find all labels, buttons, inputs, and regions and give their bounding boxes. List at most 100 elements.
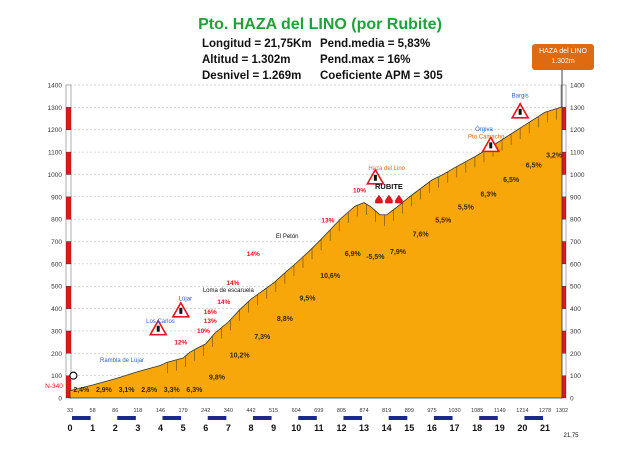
km-altitude-label: 1302 [556, 408, 568, 414]
y-tick-label-right: 900 [570, 194, 581, 201]
x-tick-label: 1 [90, 423, 95, 433]
segment-gradient-label: -5,5% [366, 254, 385, 261]
y-tick-label-left: 1300 [48, 105, 63, 112]
y-tick-label-right: 400 [570, 306, 581, 313]
x-tick-label: 3 [135, 423, 140, 433]
y-tick-label-right: 700 [570, 239, 581, 246]
km-altitude-label: 1030 [448, 408, 460, 414]
y-tick-label-left: 600 [51, 261, 62, 268]
km-altitude-label: 86 [112, 408, 118, 414]
max-slope-label: 10% [353, 187, 366, 194]
y-tick-label-left: 1000 [48, 172, 63, 179]
left-scale-bar [65, 107, 72, 130]
x-tick-label: 12 [336, 423, 346, 433]
place-label: Pto.Camacho [468, 135, 505, 141]
y-tick-label-left: 900 [51, 194, 62, 201]
y-tick-label-left: 1400 [48, 83, 63, 90]
x-tick-label: 9 [271, 423, 276, 433]
x-tick-label: 10 [291, 423, 301, 433]
warning-mark-icon [518, 108, 522, 115]
start-point-icon [69, 371, 78, 380]
km-scale-bar [388, 416, 408, 420]
left-scale-bar [65, 308, 72, 332]
segment-gradient-label: 9,8% [209, 374, 226, 381]
y-tick-label-left: 800 [51, 217, 62, 224]
km-altitude-label: 118 [133, 408, 142, 414]
y-tick-label-left: 700 [51, 239, 62, 246]
km-scale-bar [298, 416, 317, 420]
chart-title: Pto. HAZA del LINO (por Rubite) [198, 16, 442, 33]
km-scale-bar [433, 416, 453, 420]
segment-gradient-label: 10,2% [230, 353, 251, 360]
km-altitude-label: 179 [179, 408, 188, 414]
x-tick-label: 17 [450, 423, 460, 433]
segment-gradient-label: 2,9% [96, 387, 113, 394]
house-icon [375, 194, 383, 204]
km-scale-bar [162, 416, 182, 420]
segment-gradient-label: 3,1% [119, 387, 136, 394]
x-tick-label: 21 [540, 423, 550, 433]
x-tick-label: 6 [203, 423, 208, 433]
km-scale-bar [479, 416, 498, 420]
left-scale-bar [65, 218, 72, 242]
max-slope-label: 10% [197, 328, 210, 335]
x-tick-label: 0 [67, 423, 72, 433]
km-scale-bar [524, 416, 544, 420]
town-label: RUBITE [375, 182, 403, 191]
y-tick-label-right: 600 [570, 261, 581, 268]
km-altitude-label: 442 [246, 408, 255, 414]
x-tick-label: 15 [404, 423, 414, 433]
x-tick-label: 14 [382, 423, 392, 433]
y-tick-label-right: 1400 [570, 83, 585, 90]
max-slope-label: 14% [226, 280, 239, 287]
stat-pend-media: Pend.media = 5,83% [320, 38, 431, 50]
km-scale-bar [117, 416, 136, 420]
y-tick-label-right: 100 [570, 373, 581, 380]
x-tick-label: 2 [113, 423, 118, 433]
x-tick-label: 4 [158, 423, 163, 433]
max-slope-label: 13% [321, 217, 334, 224]
place-label: Haza del Lino [368, 166, 405, 172]
y-tick-label-right: 500 [570, 284, 581, 291]
left-scale-bar [65, 286, 72, 309]
segment-gradient-label: 9,5% [300, 296, 317, 303]
y-tick-label-left: 300 [51, 328, 62, 335]
km-altitude-label: 1214 [516, 408, 528, 414]
x-tick-label: 19 [495, 423, 505, 433]
km-altitude-label: 699 [314, 408, 323, 414]
segment-gradient-label: 5,5% [458, 205, 475, 212]
left-scale-bar [65, 151, 72, 175]
segment-gradient-label: 3,3% [164, 387, 181, 394]
max-slope-label: 14% [247, 251, 260, 258]
y-tick-label-left: 0 [58, 396, 62, 403]
x-tick-label: 7 [226, 423, 231, 433]
left-scale-bar [65, 241, 72, 265]
max-slope-label: 13% [204, 318, 217, 325]
place-label: Bargis [512, 93, 529, 99]
warning-mark-icon [156, 325, 160, 332]
house-icon [385, 194, 393, 204]
stat-longitud: Longitud = 21,75Km [202, 38, 312, 50]
segment-gradient-label: 7,6% [413, 232, 430, 239]
max-slope-label: 14% [217, 299, 230, 306]
km-altitude-label: 1085 [471, 408, 483, 414]
y-tick-label-left: 100 [51, 373, 62, 380]
km-altitude-label: 805 [337, 408, 346, 414]
segment-gradient-label: 6,5% [526, 162, 543, 169]
place-label: Órgiva [475, 126, 493, 133]
km-altitude-label: 340 [224, 408, 233, 414]
km-scale-bar [72, 416, 91, 420]
y-tick-label-right: 200 [570, 351, 581, 358]
y-tick-label-left: 500 [51, 284, 62, 291]
km-altitude-label: 604 [292, 408, 301, 414]
stat-desnivel: Desnivel = 1.269m [202, 70, 302, 82]
y-tick-label-right: 1000 [570, 172, 585, 179]
km-scale-bar [252, 416, 272, 420]
right-scale-bar [560, 84, 567, 108]
segment-gradient-label: 7,9% [390, 249, 407, 256]
max-slope-label: 16% [204, 309, 217, 316]
road-label: N-340 [45, 383, 63, 390]
x-tick-label: 13 [359, 423, 369, 433]
y-tick-label-right: 0 [570, 396, 574, 403]
y-tick-label-left: 1200 [48, 127, 63, 134]
